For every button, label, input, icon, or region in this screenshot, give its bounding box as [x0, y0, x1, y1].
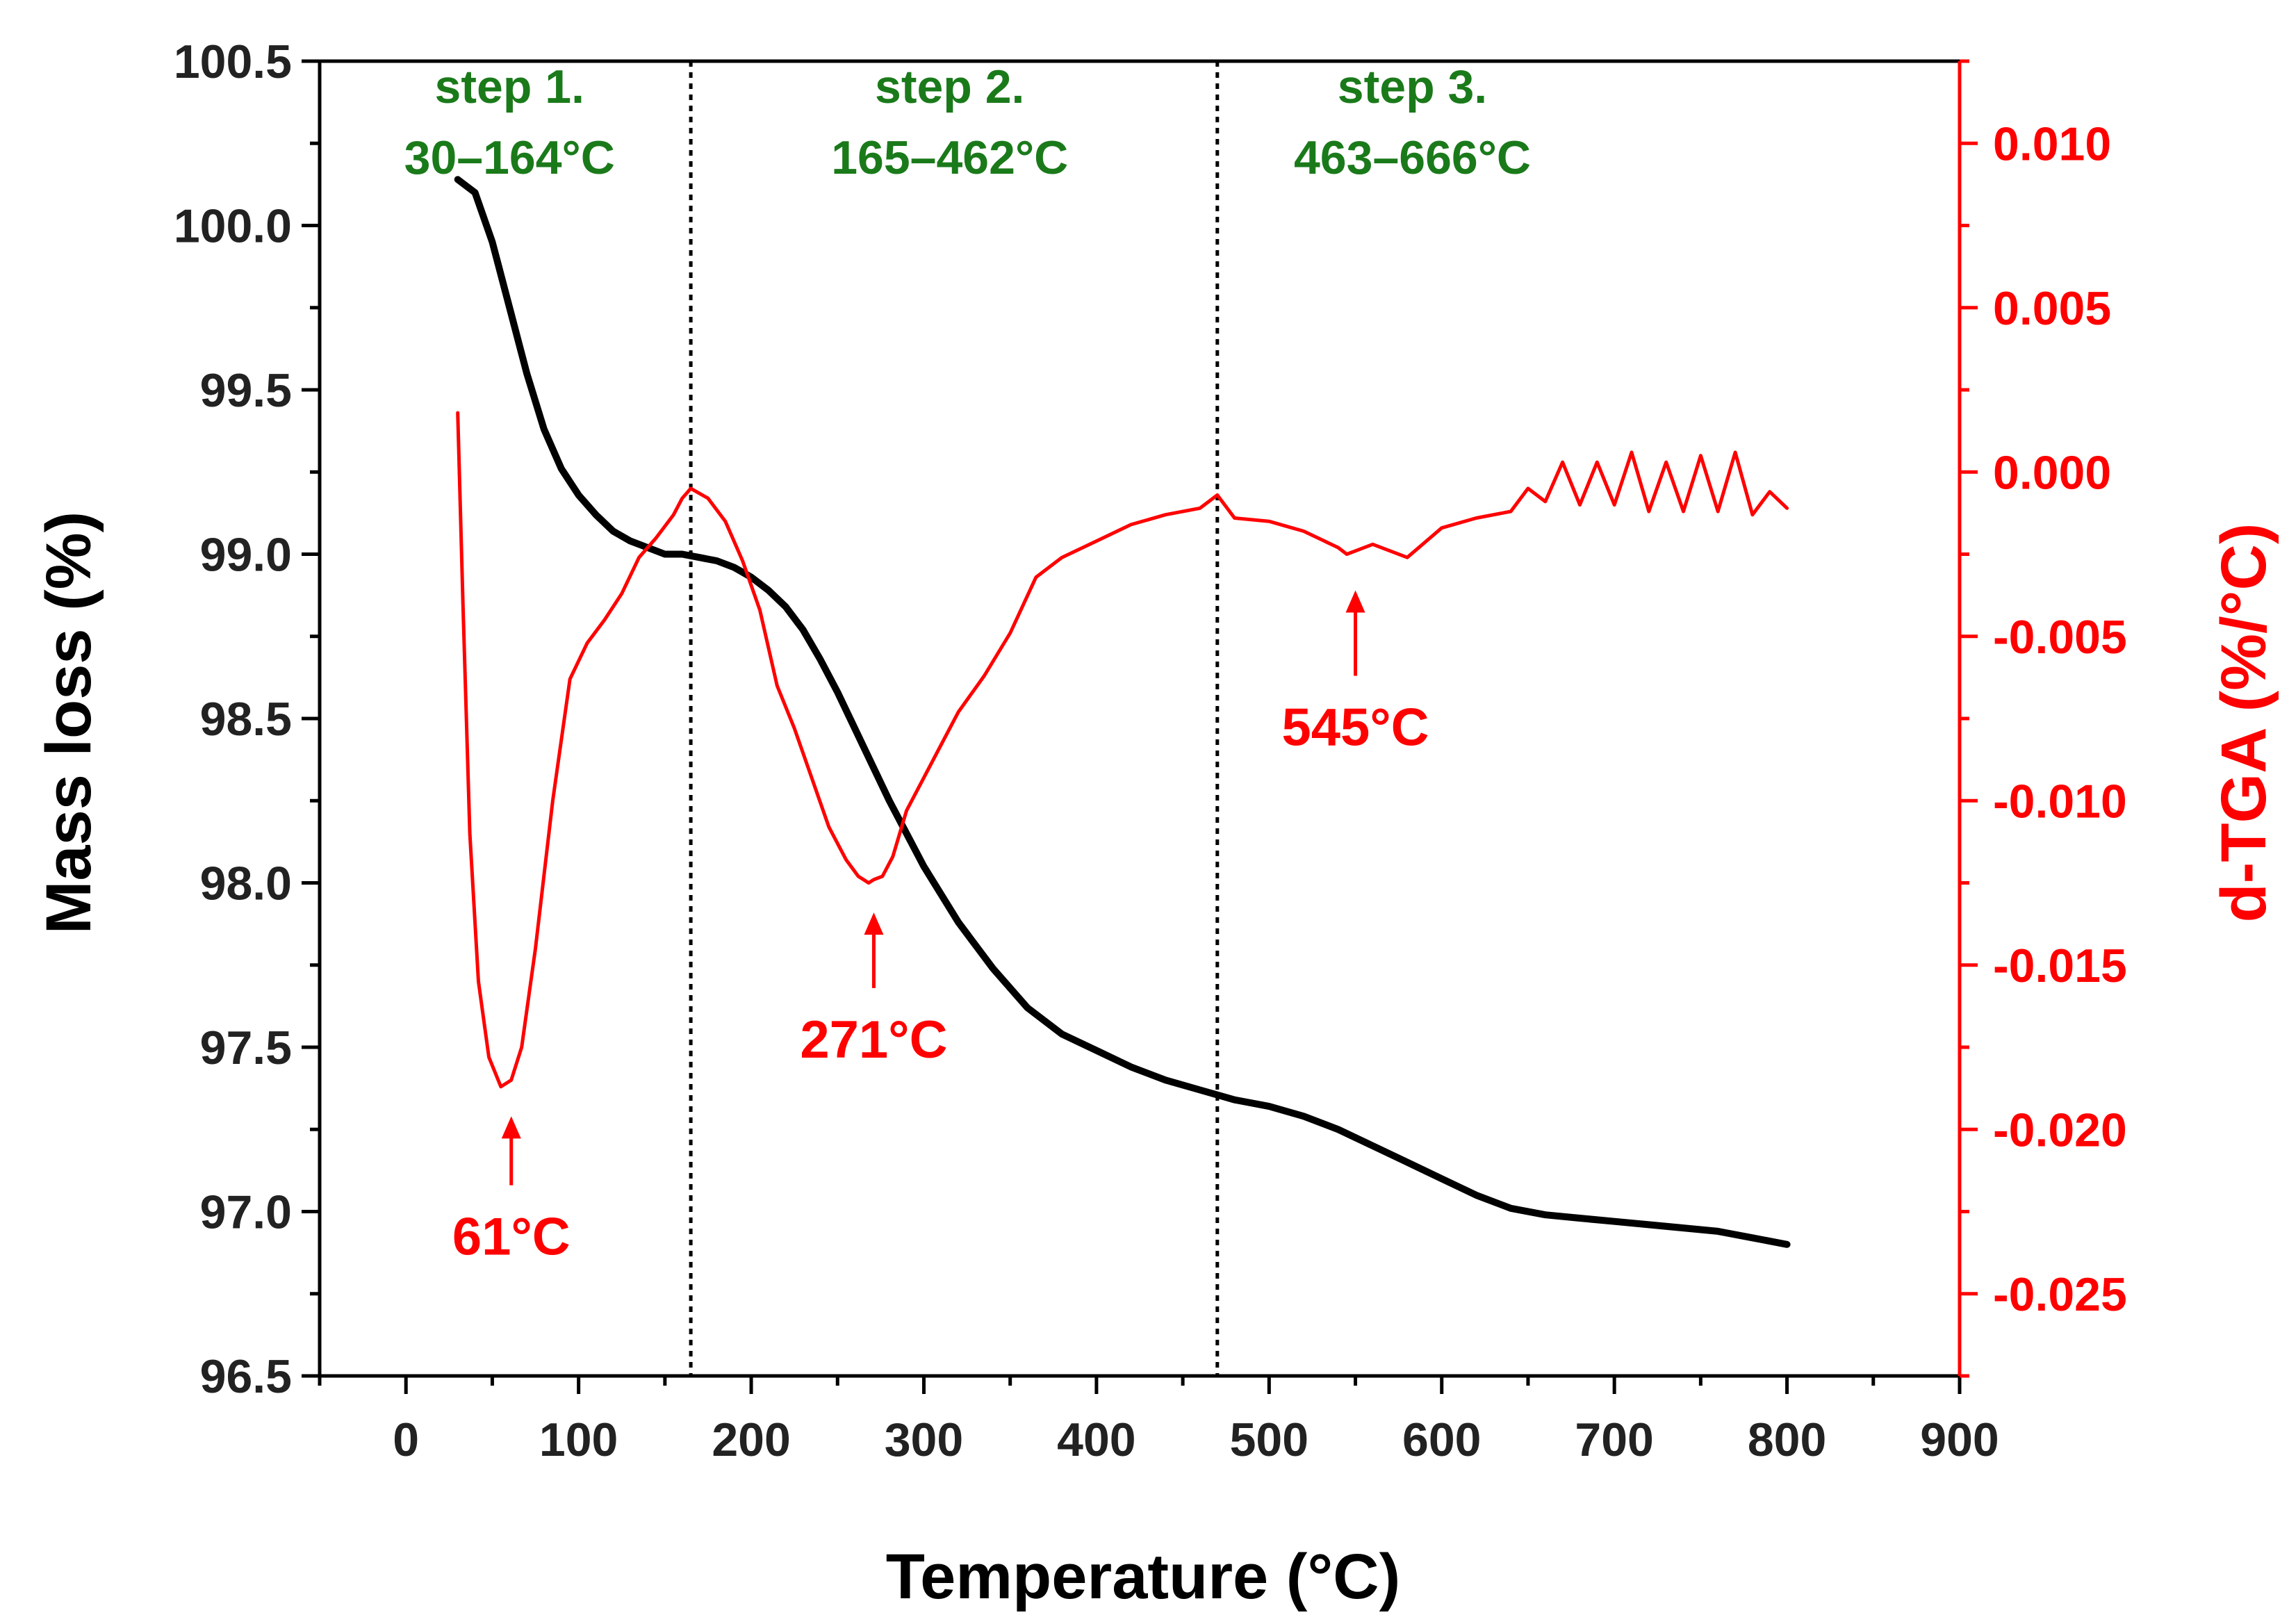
y2-axis-title: d-TGA (%/°C) — [2208, 523, 2279, 922]
annotations: step 1. 30–164°C step 2. 165–462°C step 3. 46… — [404, 60, 1531, 1267]
y2-tick-label: -0.005 — [1993, 611, 2127, 664]
y2-tick-label: -0.025 — [1993, 1268, 2127, 1321]
y2-tick-label: 0.010 — [1993, 117, 2111, 170]
x-tick-label: 800 — [1748, 1413, 1826, 1466]
step-label-range: 165–462°C — [831, 131, 1068, 184]
peak-label: 545°C — [1281, 698, 1429, 757]
x-tick-label: 400 — [1057, 1413, 1135, 1466]
y2-tick-label: -0.020 — [1993, 1104, 2127, 1156]
y-tick-label: 97.0 — [200, 1186, 292, 1239]
step-label-name: step 3. — [1338, 60, 1487, 113]
y2-tick-label: 0.000 — [1993, 446, 2111, 499]
y-tick-label: 99.0 — [200, 529, 292, 582]
dtga-line — [456, 411, 1789, 1089]
peak-label: 271°C — [800, 1010, 947, 1069]
x-tick-label: 500 — [1230, 1413, 1308, 1466]
x-axis-title: Temperature (°C) — [886, 1541, 1401, 1612]
y2-tick-label: -0.015 — [1993, 940, 2127, 992]
step-label-range: 30–164°C — [404, 131, 615, 184]
y-tick-label: 98.0 — [200, 858, 292, 910]
x-tick-label: 100 — [539, 1413, 618, 1466]
y-tick-label: 99.5 — [200, 364, 292, 417]
x-tick-label: 600 — [1402, 1413, 1481, 1466]
y-tick-label: 98.5 — [200, 693, 292, 746]
y-axis-title: Mass loss (%) — [33, 511, 104, 934]
step-label-range: 463–666°C — [1294, 131, 1531, 184]
x-tick-label: 300 — [885, 1413, 963, 1466]
peak-label: 61°C — [452, 1208, 571, 1267]
x-tick-label: 900 — [1920, 1413, 1999, 1466]
x-tick-label: 200 — [712, 1413, 790, 1466]
y2-tick-label: -0.010 — [1993, 775, 2127, 828]
x-tick-label: 700 — [1575, 1413, 1653, 1466]
y-tick-label: 97.5 — [200, 1022, 292, 1074]
peak-arrow-head — [501, 1116, 521, 1139]
y-tick-label: 100.0 — [174, 200, 292, 253]
data-series — [454, 176, 1791, 1248]
peak-arrow-head — [1345, 590, 1365, 613]
x-tick-label: 0 — [393, 1413, 419, 1466]
y-tick-label: 96.5 — [200, 1350, 292, 1403]
axes: 0 100 200 300 400 500 600 700 800 900 96.5 97.0 97.5… — [174, 35, 2127, 1466]
y-tick-label: 100.5 — [174, 35, 292, 88]
step-dividers — [689, 61, 1220, 1376]
mass-loss-line — [454, 176, 1791, 1248]
peak-arrow-head — [864, 912, 884, 935]
y2-tick-label: 0.005 — [1993, 282, 2111, 335]
step-label-name: step 2. — [875, 60, 1024, 113]
step-label-name: step 1. — [435, 60, 584, 113]
